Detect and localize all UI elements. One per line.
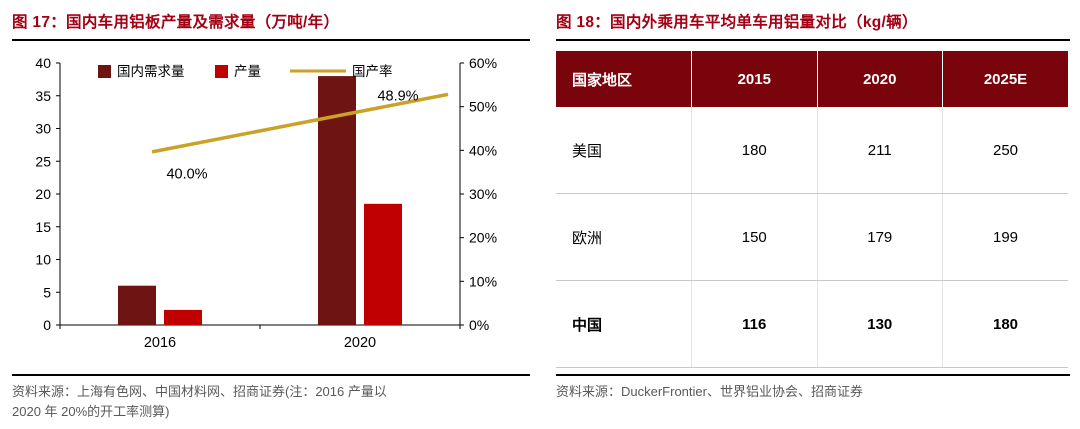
table-cell: 欧洲 (556, 193, 692, 281)
right-tick-label: 20% (469, 230, 497, 246)
figure18-table: 国家地区 2015 2020 2025E 美国 180 211 250 欧洲 150 179 199… (556, 51, 1068, 368)
left-tick-label: 15 (35, 219, 51, 235)
figure17-panel: 图 17：国内车用铝板产量及需求量（万吨/年） 0 5 10 15 20 25 30 35 40… (12, 8, 530, 422)
figure17-source: 资料来源：上海有色网、中国材料网、招商证券(注：2016 产量以 2020 年 … (12, 374, 530, 422)
line-label-1: 40.0% (166, 166, 207, 182)
figure18-source: 资料来源：DuckerFrontier、世界铝业协会、招商证券 (556, 374, 1070, 402)
table-cell: 250 (942, 107, 1068, 194)
legend-label: 国内需求量 (117, 64, 185, 79)
bar-产量-2016 (164, 309, 202, 325)
figure17-chart: 0 5 10 15 20 25 30 35 40 0% 10% 20% 30% 40% 50% 60% 2016… (35, 55, 497, 351)
left-tick-label: 5 (43, 284, 51, 300)
left-tick-label: 30 (35, 121, 51, 137)
line-label-2: 48.9% (377, 88, 418, 104)
table-cell: 中国 (556, 280, 692, 368)
table-cell: 美国 (556, 107, 692, 194)
table-cell: 180 (691, 107, 818, 194)
table-cell: 179 (817, 193, 943, 281)
line-series (151, 92, 449, 154)
figure18-panel: 图 18：国内外乘用车平均单车用铝量对比（kg/辆） 国家地区 2015 2020 2… (540, 0, 1080, 429)
figure17-source-line2: 2020 年 20%的开工率测算) (12, 404, 170, 420)
left-tick-label: 25 (35, 153, 51, 169)
bar-国内需求量-2016 (118, 285, 156, 325)
right-tick-label: 40% (469, 142, 497, 158)
figure18-source-line: 资料来源：DuckerFrontier、世界铝业协会、招商证券 (556, 384, 863, 399)
bar-产量-2020 (364, 203, 402, 325)
x-axis-label: 2020 (344, 335, 376, 351)
table-cell: 180 (942, 280, 1068, 368)
left-tick-label: 35 (35, 88, 51, 104)
left-tick-label: 20 (35, 186, 51, 202)
table-cell: 199 (942, 193, 1068, 281)
table-row: 欧洲 150 179 199 (556, 193, 1068, 281)
left-tick-label: 40 (35, 55, 51, 71)
right-tick-label: 10% (469, 273, 497, 289)
table-header-cell: 2025E (942, 51, 1068, 107)
x-axis-label: 2016 (144, 335, 176, 351)
legend-label: 产量 (234, 64, 261, 79)
table-row: 中国 116 130 180 (556, 280, 1068, 368)
left-tick-label: 0 (43, 317, 51, 333)
table-header-cell: 2020 (817, 51, 943, 107)
figure17-source-line1: 资料来源：上海有色网、中国材料网、招商证券(注：2016 产量以 (12, 384, 387, 399)
table-header-cell: 2015 (691, 51, 818, 107)
table-body: 美国 180 211 250 欧洲 150 179 199 中国 116 130 180 (556, 107, 1068, 368)
table-row: 美国 180 211 250 (556, 107, 1068, 194)
figure17-title: 图 17：国内车用铝板产量及需求量（万吨/年） (12, 8, 530, 41)
table-head: 国家地区 2015 2020 2025E (556, 51, 1068, 107)
legend-swatch-国内需求量 (98, 65, 111, 78)
table-header-cell: 国家地区 (556, 51, 692, 107)
legend-swatch-产量 (215, 65, 228, 78)
left-tick-label: 10 (35, 252, 51, 268)
right-tick-label: 50% (469, 99, 497, 115)
figure18-title: 图 18：国内外乘用车平均单车用铝量对比（kg/辆） (556, 8, 1070, 41)
table-cell: 116 (691, 280, 818, 368)
right-tick-label: 0% (469, 317, 489, 333)
table-cell: 130 (817, 280, 943, 368)
legend-label: 国产率 (352, 63, 393, 79)
table-cell: 211 (817, 107, 943, 194)
table-cell: 150 (691, 193, 818, 281)
figure17-chart-wrap: 0 5 10 15 20 25 30 35 40 0% 10% 20% 30% 40% 50% 60% 2016… (12, 45, 530, 368)
right-tick-label: 60% (469, 55, 497, 71)
right-tick-label: 30% (469, 186, 497, 202)
